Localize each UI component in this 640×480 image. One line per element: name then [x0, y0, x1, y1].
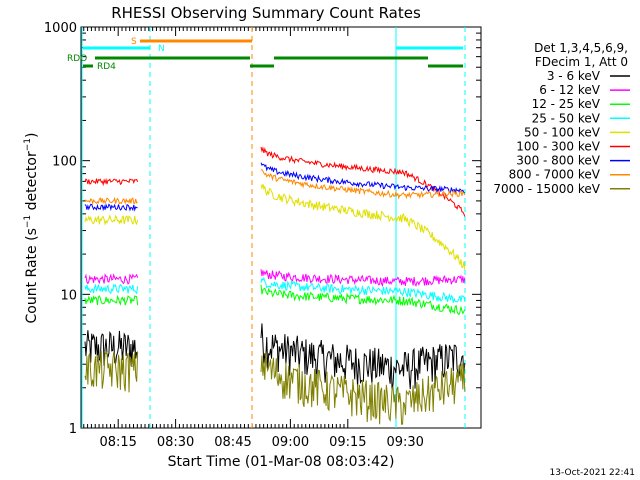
x-axis-label: Start Time (01-Mar-08 08:03:42)	[168, 454, 395, 470]
legend-label: 800 - 7000 keV	[509, 168, 601, 182]
flag-label-rdo: RDO	[67, 54, 87, 64]
series-line-pre	[84, 283, 139, 295]
chart-title: RHESSI Observing Summary Count Rates	[111, 4, 421, 22]
legend-label: 300 - 800 keV	[516, 154, 600, 168]
series-line-pre	[84, 203, 138, 212]
legend-header: Det 1,3,4,5,6,9,	[534, 41, 628, 55]
series-line-post	[260, 162, 465, 195]
x-tick-label: 09:30	[386, 435, 423, 450]
series-line-pre	[84, 330, 138, 368]
legend-header: FDecim 1, Att 0	[535, 55, 628, 69]
y-tick-label: 10	[60, 288, 77, 303]
series-line-post	[260, 350, 466, 425]
series-line-pre	[84, 273, 139, 285]
x-tick-label: 09:00	[272, 435, 309, 450]
legend-label: 7000 - 15000 keV	[493, 182, 600, 196]
series-line-post	[260, 284, 466, 316]
legend-label: 3 - 6 keV	[547, 69, 601, 83]
timestamp: 13-Oct-2021 22:41	[550, 468, 635, 478]
legend-label: 50 - 100 keV	[524, 125, 601, 139]
y-tick-label: 1	[69, 422, 77, 437]
legend-label: 25 - 50 keV	[532, 111, 601, 125]
y-tick-label: 1000	[44, 21, 77, 36]
y-tick-label: 100	[52, 155, 77, 170]
series-line-pre	[84, 350, 139, 393]
flag-label-s: S	[131, 37, 137, 47]
legend-label: 6 - 12 keV	[539, 83, 601, 97]
flag-label-n: N	[158, 44, 165, 54]
series-line-post	[260, 269, 466, 288]
flag-label-rd4: RD4	[97, 62, 116, 72]
x-tick-label: 09:15	[329, 435, 366, 450]
legend-label: 12 - 25 keV	[532, 97, 601, 111]
series-line-pre	[84, 214, 139, 226]
series-line-post	[260, 169, 466, 200]
x-tick-label: 08:15	[99, 435, 136, 450]
series-line-post	[260, 184, 466, 270]
plot-area	[80, 26, 482, 429]
x-tick-label: 08:30	[157, 435, 194, 450]
series-line-pre	[84, 196, 138, 206]
series-line-pre	[84, 177, 139, 187]
series-line-post	[260, 276, 466, 303]
x-tick-label: 08:45	[214, 435, 251, 450]
series-line-pre	[84, 294, 139, 306]
legend-label: 100 - 300 keV	[516, 140, 600, 154]
y-axis-label: Count Rate (s−1 detector−1)	[23, 133, 40, 324]
series-line-post	[260, 146, 466, 217]
